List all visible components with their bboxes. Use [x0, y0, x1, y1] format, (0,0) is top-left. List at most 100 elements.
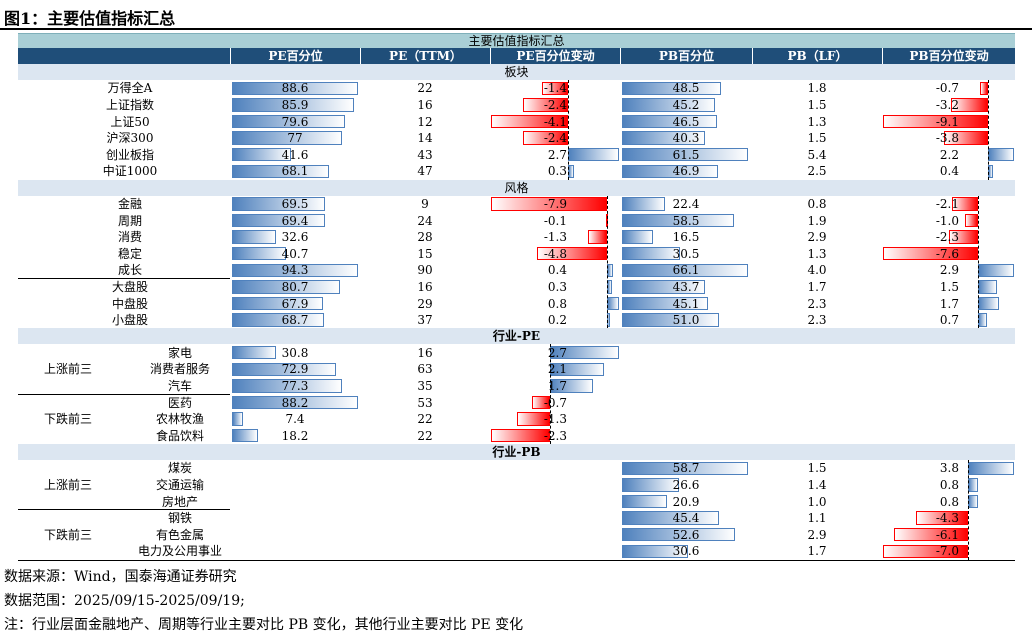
group-label: 下跌前三 [43, 412, 92, 427]
change-value: 2.7 [547, 147, 567, 162]
percentile-value: 45.1 [672, 296, 700, 311]
valuation-value: 24 [417, 213, 433, 228]
negative-change-bar [491, 197, 608, 211]
change-value: 1.7 [547, 378, 567, 393]
percentile-bar [622, 246, 681, 261]
group-label: 下跌前三 [43, 527, 92, 542]
percentile-value: 58.5 [672, 213, 700, 228]
group-divider [18, 278, 230, 280]
change-value: -2.1 [935, 196, 959, 211]
negative-change-bar [883, 246, 978, 261]
valuation-value: 1.7 [807, 279, 827, 294]
group-divider [18, 509, 230, 511]
percentile-value: 88.6 [281, 81, 309, 96]
percentile-bar [232, 230, 276, 244]
percentile-value: 51.0 [672, 313, 700, 328]
change-axis [568, 80, 570, 180]
percentile-value: 45.2 [672, 97, 700, 112]
change-value: 1.7 [939, 296, 959, 311]
positive-change-bar [977, 296, 1000, 311]
change-value: -3.8 [935, 131, 959, 146]
positive-change-bar [967, 478, 978, 492]
percentile-bar [622, 511, 720, 525]
change-value: -2.3 [543, 428, 567, 443]
row-label: 消费 [117, 230, 142, 245]
positive-change-bar [977, 263, 1014, 277]
valuation-value: 37 [417, 313, 433, 328]
percentile-bar [232, 345, 276, 360]
percentile-value: 94.3 [281, 263, 309, 278]
percentile-value: 72.9 [281, 362, 309, 377]
percentile-bar [622, 147, 748, 162]
valuation-value: 4.0 [807, 263, 827, 278]
percentile-value: 40.3 [672, 131, 700, 146]
negative-change-bar [949, 230, 978, 244]
percentile-bar [622, 544, 688, 558]
percentile-value: 77.3 [281, 378, 309, 393]
valuation-value: 9 [421, 196, 429, 211]
change-value: 0.8 [547, 296, 567, 311]
title-rule [0, 28, 1032, 30]
valuation-value: 1.3 [807, 114, 827, 129]
percentile-value: 68.7 [281, 313, 309, 328]
percentile-bar [232, 263, 358, 277]
column-header: PB百分位 [620, 48, 752, 64]
change-value: 2.9 [939, 263, 959, 278]
group-divider [18, 393, 230, 395]
row-label: 医药 [167, 395, 192, 410]
percentile-bar [622, 461, 748, 475]
change-axis [977, 195, 979, 329]
percentile-bar [232, 131, 342, 145]
negative-change-bar [588, 230, 608, 244]
valuation-value: 2.9 [807, 230, 827, 245]
change-value: -3.2 [935, 97, 959, 112]
percentile-value: 80.7 [281, 279, 309, 294]
percentile-value: 30.6 [672, 544, 700, 559]
percentile-bar [232, 280, 340, 294]
percentile-bar [622, 98, 715, 112]
change-value: 2.2 [939, 147, 959, 162]
row-label: 食品饮料 [155, 428, 204, 443]
percentile-bar [622, 527, 735, 542]
row-label: 煤炭 [167, 461, 192, 476]
percentile-bar [232, 296, 323, 311]
percentile-value: 7.4 [285, 412, 305, 427]
change-value: -2.4 [543, 97, 567, 112]
valuation-value: 35 [417, 378, 433, 393]
percentile-bar [232, 213, 325, 228]
change-value: 0.8 [939, 477, 959, 492]
figure-title: 图1：主要估值指标汇总 [4, 9, 176, 28]
positive-change-bar [967, 461, 1014, 475]
percentile-value: 18.2 [281, 428, 309, 443]
percentile-value: 52.6 [672, 527, 700, 542]
negative-change-bar [491, 428, 550, 443]
change-axis [967, 460, 969, 560]
row-label: 小盘股 [111, 313, 148, 328]
section-header: 行业-PE [18, 328, 1015, 345]
percentile-value: 79.6 [281, 114, 309, 129]
change-axis [988, 80, 990, 180]
percentile-value: 85.9 [281, 97, 309, 112]
percentile-bar [622, 114, 718, 129]
valuation-value: 1.3 [807, 246, 827, 261]
section-header: 板块 [18, 64, 1015, 80]
group-label: 上涨前三 [43, 362, 92, 377]
valuation-value: 22 [417, 81, 433, 96]
percentile-value: 22.4 [672, 196, 700, 211]
valuation-value: 1.5 [807, 461, 827, 476]
change-value: 0.4 [547, 263, 567, 278]
change-value: -1.3 [543, 230, 567, 245]
change-value: -2.4 [543, 131, 567, 146]
percentile-bar [622, 494, 667, 509]
row-label: 沪深300 [106, 131, 154, 146]
row-label: 大盘股 [111, 279, 148, 294]
percentile-value: 46.9 [672, 164, 700, 179]
group-label: 上涨前三 [43, 477, 92, 492]
percentile-bar [232, 362, 337, 376]
footnote: 数据范围：2025/09/15-2025/09/19; [4, 593, 245, 609]
column-header: PB（LF） [752, 48, 882, 64]
percentile-bar [622, 197, 665, 211]
percentile-value: 30.5 [672, 246, 700, 261]
percentile-value: 45.4 [672, 511, 700, 526]
